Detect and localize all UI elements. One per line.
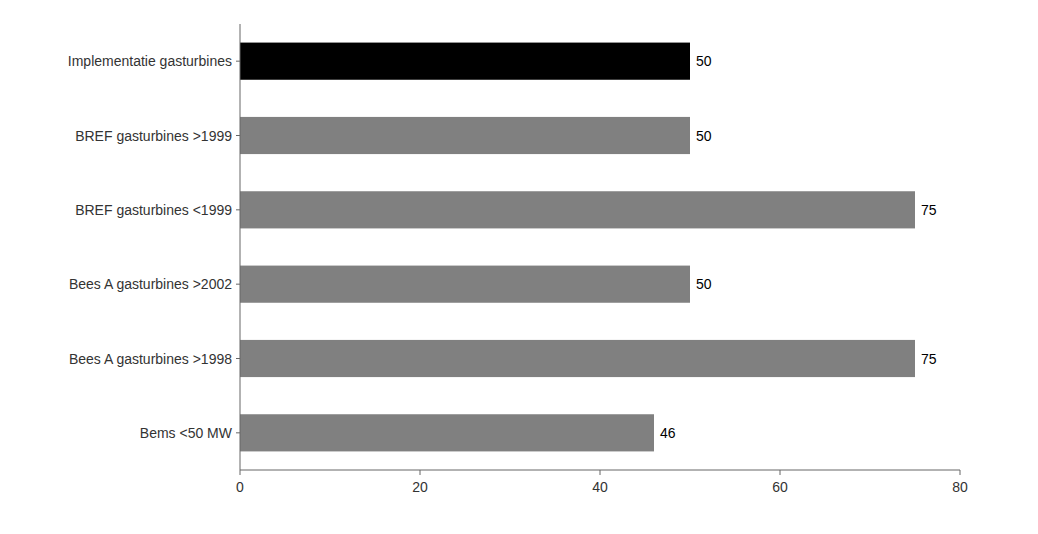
x-tick: [600, 470, 601, 475]
category-label: Bees A gasturbines >2002: [69, 276, 232, 292]
bar: [240, 191, 915, 228]
data-label: 50: [696, 276, 712, 292]
category-label: Bees A gasturbines >1998: [69, 351, 232, 367]
bar: [240, 340, 915, 377]
data-label: 46: [660, 425, 676, 441]
x-tick: [960, 470, 961, 475]
x-tick-label: 20: [412, 479, 428, 495]
data-label: 50: [696, 53, 712, 69]
y-tick: [236, 432, 240, 433]
chart-container: 0 20 40 60 80 Bems <50 MW Bees A gasturbines >…: [0, 0, 1038, 534]
y-tick: [236, 135, 240, 136]
x-tick-label: 60: [772, 479, 788, 495]
bar: [240, 266, 690, 303]
chart-svg: 0 20 40 60 80 Bems <50 MW Bees A gasturbines >…: [0, 0, 1038, 534]
data-label: 75: [921, 202, 937, 218]
data-label: 75: [921, 351, 937, 367]
category-label: Bems <50 MW: [140, 425, 233, 441]
x-tick-label: 40: [592, 479, 608, 495]
y-tick: [236, 284, 240, 285]
y-tick: [236, 209, 240, 210]
y-tick: [236, 358, 240, 359]
x-tick: [240, 470, 241, 475]
data-label: 50: [696, 128, 712, 144]
bar: [240, 414, 654, 451]
x-tick: [780, 470, 781, 475]
bars: [240, 43, 915, 452]
category-label: BREF gasturbines >1999: [75, 128, 232, 144]
x-tick-label: 0: [236, 479, 244, 495]
bar: [240, 117, 690, 154]
x-tick: [420, 470, 421, 475]
x-tick-label: 80: [952, 479, 968, 495]
bar: [240, 43, 690, 80]
y-axis-line: [240, 24, 241, 470]
category-label: BREF gasturbines <1999: [75, 202, 232, 218]
y-tick: [236, 61, 240, 62]
category-label: Implementatie gasturbines: [68, 53, 232, 69]
